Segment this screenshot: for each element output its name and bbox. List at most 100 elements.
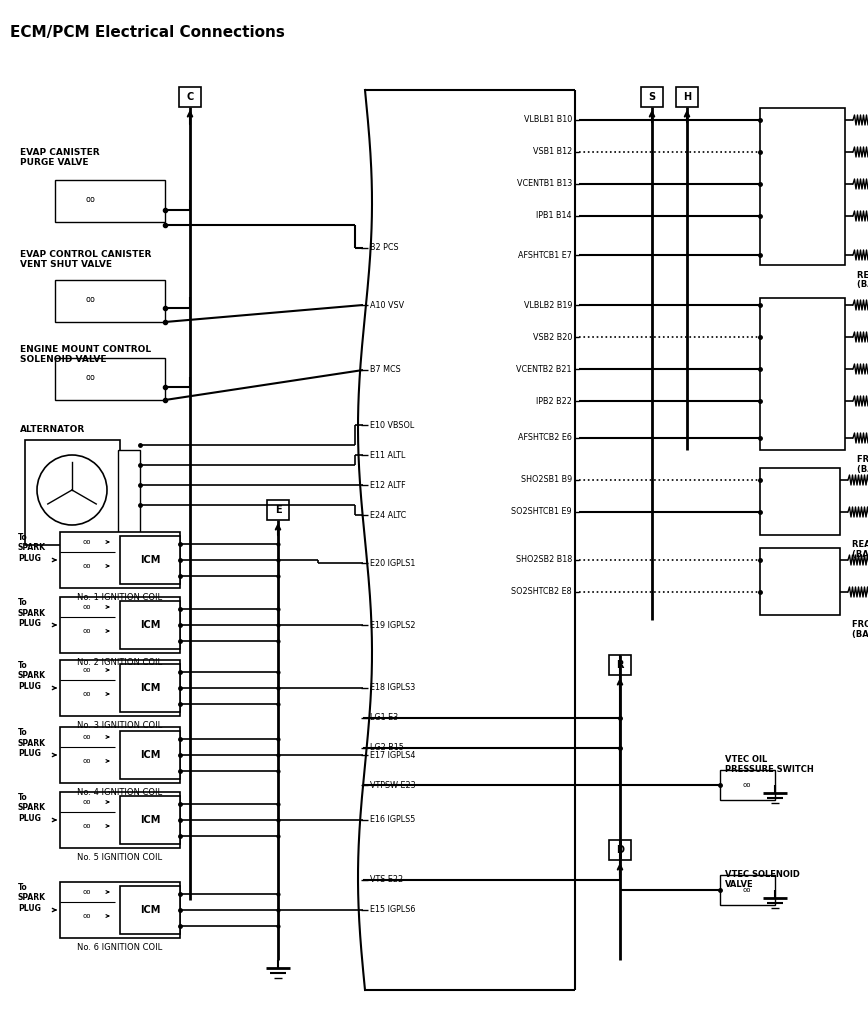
Text: VLBLB2 B19: VLBLB2 B19 (523, 300, 572, 309)
Text: H: H (683, 92, 691, 102)
Bar (760, 298, 845, 450)
Text: ICM: ICM (140, 750, 161, 760)
Text: oo: oo (82, 667, 91, 673)
Text: R: R (616, 660, 624, 670)
Text: ALTERNATOR: ALTERNATOR (20, 425, 85, 434)
Text: To
SPARK
PLUG: To SPARK PLUG (18, 534, 46, 563)
Bar (179, 87, 201, 106)
Text: ICM: ICM (140, 620, 161, 630)
Text: To
SPARK
PLUG: To SPARK PLUG (18, 883, 46, 913)
Text: oo: oo (743, 782, 751, 788)
Bar (55, 280, 165, 322)
Bar (720, 874, 775, 905)
Bar (55, 180, 165, 222)
Text: oo: oo (82, 691, 91, 697)
Text: E24 ALTC: E24 ALTC (370, 511, 406, 519)
Text: ENGINE MOUNT CONTROL
SOLENOID VALVE: ENGINE MOUNT CONTROL SOLENOID VALVE (20, 345, 151, 365)
Text: A10 VSV: A10 VSV (370, 300, 404, 309)
Bar (760, 548, 840, 615)
Text: AFSHTCB1 E7: AFSHTCB1 E7 (518, 251, 572, 259)
Text: VCENTB2 B21: VCENTB2 B21 (516, 365, 572, 374)
Bar (120, 796, 180, 844)
Bar (120, 886, 180, 934)
Text: E16 IGPLS5: E16 IGPLS5 (370, 815, 416, 824)
Text: ICM: ICM (140, 555, 161, 565)
Text: B2 PCS: B2 PCS (370, 244, 398, 253)
Bar (60, 660, 180, 716)
Text: ICM: ICM (140, 683, 161, 693)
Text: REAR SECONDARY HO2S
(BANK 1, SENSOR 2): REAR SECONDARY HO2S (BANK 1, SENSOR 2) (852, 540, 868, 559)
Text: B7 MCS: B7 MCS (370, 366, 401, 375)
Text: ICM: ICM (140, 815, 161, 825)
Bar (609, 655, 631, 675)
Text: oo: oo (85, 296, 95, 304)
Text: oo: oo (82, 889, 91, 895)
Bar (267, 500, 289, 520)
Text: oo: oo (743, 887, 751, 893)
Text: oo: oo (82, 913, 91, 919)
Text: E18 IGPLS3: E18 IGPLS3 (370, 683, 415, 692)
Bar (120, 664, 180, 712)
Bar (760, 468, 840, 535)
Text: S: S (648, 92, 655, 102)
Text: FRONT A/F SENSOR
(BANK 2, SENSOR 1): FRONT A/F SENSOR (BANK 2, SENSOR 1) (857, 455, 868, 474)
Text: VTEC SOLENOID
VALVE: VTEC SOLENOID VALVE (725, 870, 800, 890)
Bar (25, 440, 120, 545)
Text: oo: oo (82, 823, 91, 829)
Bar (120, 601, 180, 649)
Text: VTEC OIL
PRESSURE SWITCH: VTEC OIL PRESSURE SWITCH (725, 755, 814, 774)
Text: E15 IGPLS6: E15 IGPLS6 (370, 905, 416, 914)
Bar (60, 792, 180, 848)
Text: No. 2 IGNITION COIL: No. 2 IGNITION COIL (77, 658, 162, 667)
Text: oo: oo (82, 799, 91, 805)
Bar (55, 358, 165, 400)
Text: oo: oo (85, 196, 95, 205)
Text: oo: oo (85, 374, 95, 383)
Text: VLBLB1 B10: VLBLB1 B10 (523, 116, 572, 125)
Text: oo: oo (82, 563, 91, 569)
Bar (641, 87, 663, 106)
Text: No. 6 IGNITION COIL: No. 6 IGNITION COIL (77, 943, 162, 952)
Text: SO2SHTCB2 E8: SO2SHTCB2 E8 (511, 588, 572, 597)
Text: oo: oo (82, 604, 91, 610)
Text: No. 1 IGNITION COIL: No. 1 IGNITION COIL (77, 593, 162, 602)
Text: E11 ALTL: E11 ALTL (370, 451, 405, 460)
Bar (60, 532, 180, 588)
Text: E: E (274, 505, 281, 515)
Text: No. 5 IGNITION COIL: No. 5 IGNITION COIL (77, 853, 162, 862)
Text: E10 VBSOL: E10 VBSOL (370, 421, 414, 429)
Bar (60, 882, 180, 938)
Text: E20 IGPLS1: E20 IGPLS1 (370, 558, 416, 567)
Text: oo: oo (82, 539, 91, 545)
Text: FRONT SECONDARY HO2S
(BANK 2, SENSOR 2): FRONT SECONDARY HO2S (BANK 2, SENSOR 2) (852, 620, 868, 639)
Text: oo: oo (82, 734, 91, 740)
Bar (676, 87, 698, 106)
Bar (60, 727, 180, 783)
Text: E17 IGPLS4: E17 IGPLS4 (370, 751, 416, 760)
Bar (760, 108, 845, 265)
Text: SO2SHTCB1 E9: SO2SHTCB1 E9 (511, 508, 572, 516)
Text: VCENTB1 B13: VCENTB1 B13 (516, 179, 572, 188)
Text: LG2 B15: LG2 B15 (370, 743, 404, 753)
Text: oo: oo (82, 758, 91, 764)
Bar (60, 597, 180, 653)
Text: IPB1 B14: IPB1 B14 (536, 212, 572, 220)
Text: ECM/PCM Electrical Connections: ECM/PCM Electrical Connections (10, 25, 285, 40)
Text: oo: oo (82, 628, 91, 634)
Text: No. 3 IGNITION COIL: No. 3 IGNITION COIL (77, 721, 162, 730)
Text: E12 ALTF: E12 ALTF (370, 480, 405, 489)
Bar (609, 840, 631, 860)
Text: EVAP CANISTER
PURGE VALVE: EVAP CANISTER PURGE VALVE (20, 148, 100, 167)
Text: To
SPARK
PLUG: To SPARK PLUG (18, 728, 46, 758)
Text: VTS E22: VTS E22 (370, 876, 403, 885)
Text: E19 IGPLS2: E19 IGPLS2 (370, 621, 416, 630)
Bar (118, 450, 140, 535)
Text: SHO2SB2 B18: SHO2SB2 B18 (516, 555, 572, 564)
Text: No. 4 IGNITION COIL: No. 4 IGNITION COIL (77, 788, 162, 797)
Text: C: C (187, 92, 194, 102)
Text: ICM: ICM (140, 905, 161, 915)
Text: To
SPARK
PLUG: To SPARK PLUG (18, 662, 46, 691)
Text: VSB2 B20: VSB2 B20 (533, 333, 572, 341)
Bar (120, 731, 180, 779)
Bar (720, 770, 775, 800)
